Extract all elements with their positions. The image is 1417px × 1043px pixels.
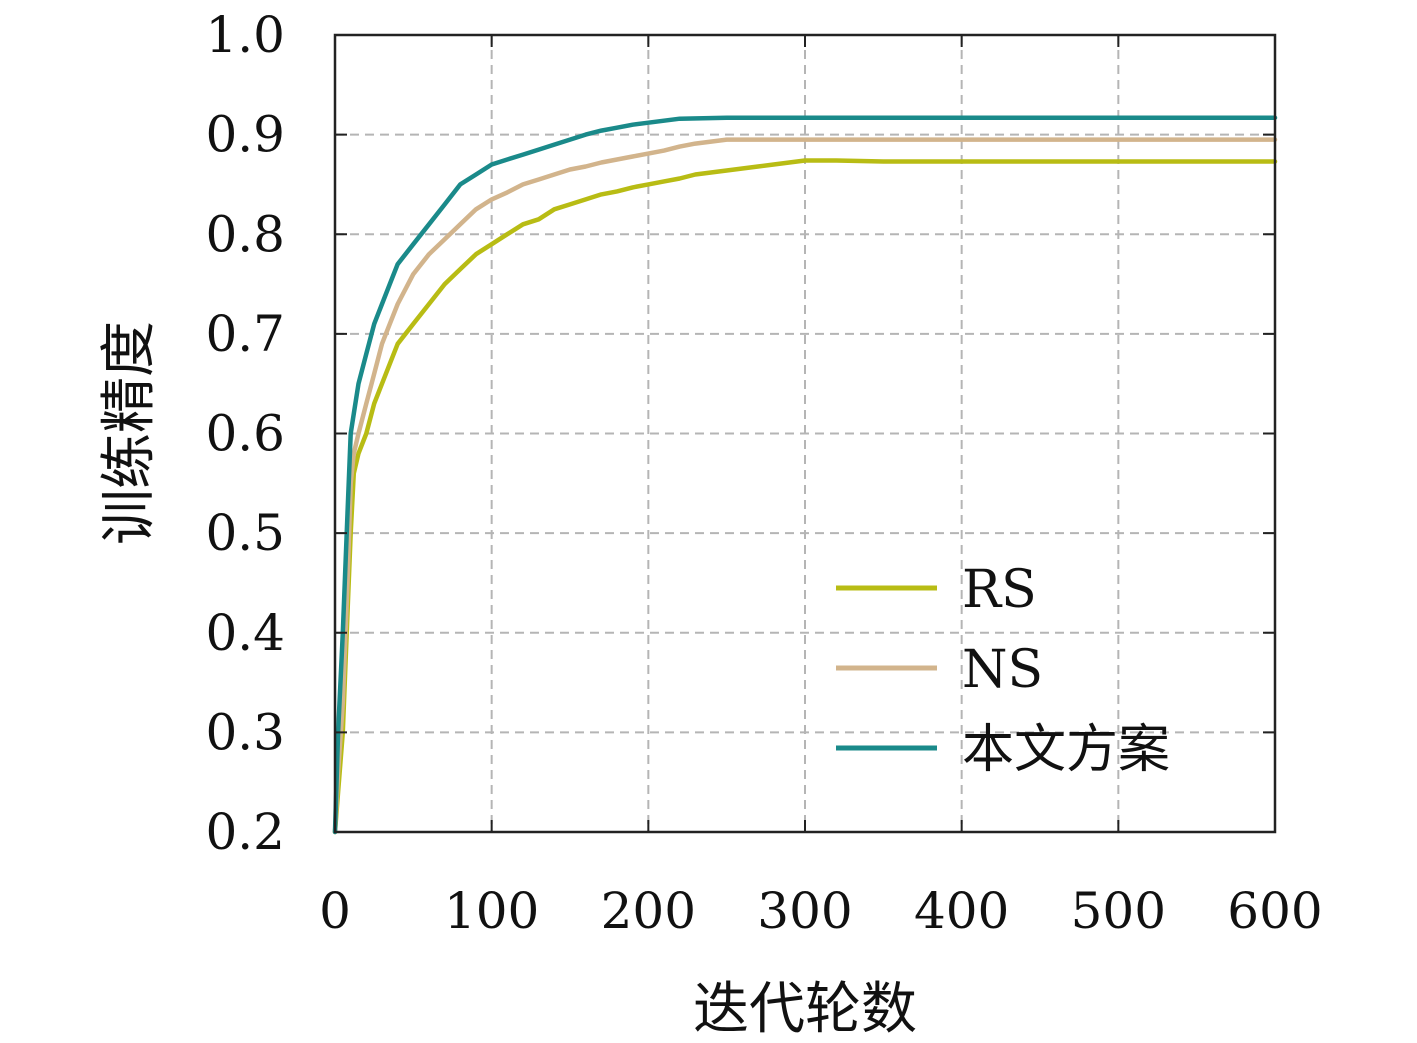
x-tick-label: 400 (914, 882, 1009, 940)
y-tick-label: 0.5 (205, 504, 285, 562)
legend-label: NS (962, 640, 1043, 700)
y-axis-title: 训练精度 (97, 321, 162, 545)
legend-label: 本文方案 (962, 720, 1170, 780)
x-tick-label: 500 (1071, 882, 1166, 940)
x-tick-label: 600 (1227, 882, 1322, 940)
y-tick-label: 0.9 (205, 106, 285, 164)
y-tick-label: 0.6 (205, 405, 285, 463)
y-tick-label: 0.7 (205, 305, 285, 363)
y-tick-label: 1.0 (205, 6, 285, 64)
series-line-3 (332, 115, 1278, 835)
x-tick-label: 0 (319, 882, 351, 940)
y-tick-label: 0.3 (205, 703, 285, 761)
legend: RS NS 本文方案 (836, 560, 1170, 780)
series-line-2 (332, 137, 1278, 835)
x-axis-title: 迭代轮数 (693, 977, 917, 1039)
x-tick-label: 200 (601, 882, 696, 940)
series-line-1 (332, 158, 1278, 835)
tick-layer: 0 100 200 300 400 500 600 0.2 0.3 0.4 0.5 0.6 0.7 0.8… (205, 6, 1322, 940)
series-layer (332, 115, 1278, 835)
x-tick-label: 100 (444, 882, 539, 940)
legend-label: RS (962, 560, 1037, 620)
y-tick-label: 0.2 (205, 803, 285, 861)
y-tick-label: 0.8 (205, 205, 285, 263)
x-tick-label: 300 (757, 882, 852, 940)
grid-layer (335, 35, 1275, 832)
y-tick-label: 0.4 (205, 604, 285, 662)
